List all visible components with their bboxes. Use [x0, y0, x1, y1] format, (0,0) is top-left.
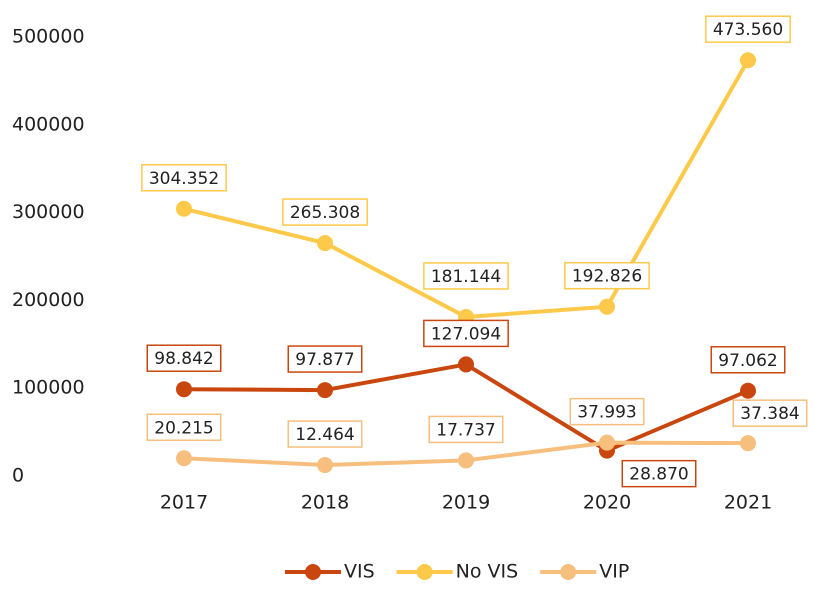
y-tick-label: 500000 [12, 26, 85, 48]
data-label-box [428, 415, 504, 444]
data-point [599, 434, 615, 451]
y-tick-label: 300000 [12, 201, 85, 223]
legend-label: No VIS [456, 561, 519, 583]
data-label-box [423, 262, 509, 290]
data-label-text: 181.144 [431, 267, 501, 287]
data-label-text: 17.737 [436, 420, 495, 440]
data-label-box [569, 397, 645, 426]
data-label-box [732, 399, 808, 427]
data-point [740, 382, 756, 399]
y-tick-label: 100000 [12, 377, 85, 399]
data-label-text: 127.094 [431, 324, 501, 344]
data-label-box [287, 420, 363, 448]
data-label-box [282, 198, 368, 226]
data-label: 304.352 [141, 164, 227, 192]
data-point [740, 435, 756, 452]
x-tick-label: 2018 [301, 492, 349, 514]
data-point [458, 356, 474, 373]
x-tick-label: 2021 [724, 492, 772, 514]
data-label-box [710, 346, 786, 374]
data-label-box [705, 15, 791, 43]
data-label: 12.464 [287, 420, 363, 448]
data-point [176, 200, 192, 217]
x-tick-label: 2020 [583, 492, 631, 514]
legend-label: VIP [599, 561, 629, 583]
data-label: 17.737 [428, 415, 504, 444]
data-label-text: 192.826 [572, 267, 642, 287]
data-label-box [146, 344, 222, 372]
data-label: 192.826 [564, 261, 650, 290]
data-label-box [146, 413, 222, 442]
y-tick-label: 200000 [12, 289, 85, 311]
data-label: 473.560 [705, 15, 791, 43]
data-label: 265.308 [282, 198, 368, 226]
legend-marker [560, 564, 577, 580]
data-point [317, 457, 333, 474]
data-label: 127.094 [423, 319, 509, 348]
data-label-box [564, 261, 650, 290]
x-tick-label: 2017 [160, 492, 208, 514]
data-point [317, 382, 333, 399]
data-label-text: 265.308 [290, 203, 360, 223]
data-label: 181.144 [423, 262, 509, 290]
data-label-box [141, 164, 227, 192]
data-point [740, 52, 756, 69]
data-label-text: 28.870 [629, 465, 688, 485]
data-label-box [621, 459, 697, 488]
data-label: 20.215 [146, 413, 222, 442]
data-label-text: 98.842 [154, 349, 213, 369]
data-label: 97.062 [710, 346, 786, 374]
y-tick-label: 0 [12, 465, 24, 487]
legend-label: VIS [344, 561, 375, 583]
legend-marker [416, 564, 433, 580]
data-point [599, 298, 615, 315]
data-label-text: 20.215 [154, 418, 213, 438]
legend-marker [305, 564, 321, 580]
data-point [458, 452, 474, 469]
data-label-text: 12.464 [295, 425, 354, 445]
data-point [176, 381, 192, 398]
x-tick-label: 2019 [442, 492, 490, 514]
y-tick-label: 400000 [12, 113, 85, 135]
data-label-box [423, 319, 509, 348]
data-label: 37.384 [732, 399, 808, 427]
data-label-text: 473.560 [713, 20, 783, 40]
data-label-text: 304.352 [149, 169, 219, 189]
data-label: 97.877 [287, 345, 363, 373]
data-label: 98.842 [146, 344, 222, 372]
data-point [176, 450, 192, 467]
data-label-text: 97.877 [295, 350, 354, 370]
data-label-text: 37.384 [740, 404, 799, 424]
data-label: 28.870 [621, 459, 697, 488]
data-label-text: 97.062 [718, 351, 777, 371]
data-label-text: 37.993 [577, 403, 636, 423]
data-label-box [287, 345, 363, 373]
data-point [317, 235, 333, 252]
data-label: 37.993 [569, 397, 645, 426]
